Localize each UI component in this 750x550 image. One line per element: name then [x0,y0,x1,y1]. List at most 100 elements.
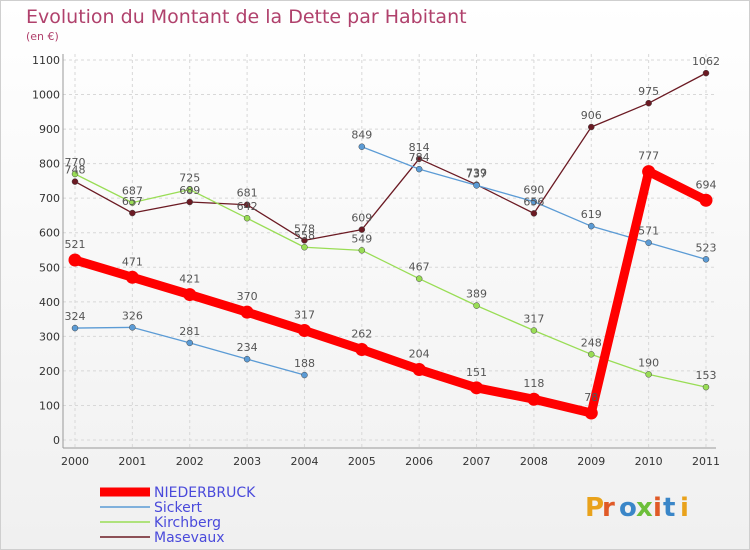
data-point [642,165,656,179]
data-label: 681 [237,187,258,200]
y-tick-label: 0 [53,434,60,447]
legend-label: Sickert [154,500,202,516]
data-point [527,392,541,406]
data-point [301,371,308,379]
logo-letter: r [602,493,615,523]
data-label: 467 [409,261,430,274]
data-point [412,363,426,377]
x-tick-label: 2010 [635,455,663,468]
data-point [240,305,254,319]
data-label: 1062 [692,55,720,68]
data-point [297,323,311,337]
proxiti-logo: Pr o x i t i [585,493,689,523]
data-label: 523 [696,241,717,254]
data-label: 262 [351,327,372,340]
data-point [186,198,193,206]
y-tick-label: 700 [39,192,60,205]
data-label: 814 [409,141,430,154]
data-label: 151 [466,366,487,379]
data-point [68,253,82,267]
grid [63,54,716,448]
chart-title: Evolution du Montant de la Dette par Hab… [26,6,467,28]
data-point [415,165,423,173]
x-tick-label: 2005 [348,455,376,468]
logo-letter: x [636,493,653,523]
x-tick-label: 2008 [520,455,548,468]
data-label: 281 [179,325,200,338]
logo-letter: t [663,493,675,523]
legend-label: NIEDERBRUCK [154,485,256,501]
data-point [470,381,484,395]
data-label: 770 [65,156,86,169]
data-label: 906 [581,109,602,122]
legend-label: Kirchberg [154,515,221,531]
data-point [473,182,480,189]
x-tick-label: 2004 [290,455,318,468]
data-point [415,155,423,163]
y-tick-label: 900 [39,123,60,136]
data-point [530,327,538,334]
data-label: 421 [179,273,200,286]
data-point [301,243,308,251]
data-point [186,339,193,347]
data-point [530,198,538,205]
data-label: 849 [351,129,372,142]
data-label: 578 [294,222,315,235]
data-point [125,270,139,284]
data-point [584,406,598,420]
data-point [588,123,595,131]
data-label: 777 [638,150,659,163]
data-label: 204 [409,348,430,361]
data-label: 234 [237,341,258,354]
x-tick-label: 2001 [118,455,146,468]
data-point [358,226,366,233]
data-point [358,143,366,150]
data-point [588,351,595,358]
data-point [71,170,79,178]
y-tick-label: 400 [39,296,60,309]
logo-letter: o [619,493,637,523]
data-label: 748 [65,164,86,177]
data-label: 317 [523,312,544,325]
y-tick-label: 800 [39,158,60,171]
data-point [243,201,251,208]
data-point [183,288,197,302]
data-label: 694 [696,178,717,191]
data-label: 78 [584,391,598,404]
data-label: 609 [351,212,372,225]
x-tick-label: 2006 [405,455,433,468]
y-tick-label: 500 [39,261,60,274]
data-label: 619 [581,208,602,221]
y-tick-label: 300 [39,330,60,343]
data-point [645,371,652,378]
data-point [186,186,193,193]
data-label: 784 [409,151,430,164]
data-point [702,69,710,77]
data-label: 737 [466,167,487,180]
data-point [415,275,423,282]
data-label: 190 [638,356,659,369]
data-point [243,214,251,222]
data-label: 549 [351,232,372,245]
data-point [129,199,136,206]
y-tick-label: 100 [39,399,60,412]
data-point [702,256,710,263]
data-label: 690 [523,184,544,197]
logo-letter: P [585,493,604,523]
data-label: 571 [638,225,659,238]
series-niederbruck [68,165,713,420]
series-line [74,72,707,241]
y-tick-label: 600 [39,227,60,240]
data-point [645,239,652,246]
data-point [702,383,710,391]
data-label: 324 [65,310,86,323]
data-point [355,342,369,356]
data-point [473,302,480,309]
data-label: 687 [122,185,143,198]
series-sickert [71,143,710,379]
data-point [588,222,595,230]
data-point [71,178,79,185]
chart-subtitle: (en €) [26,30,59,43]
data-label: 642 [237,200,258,213]
